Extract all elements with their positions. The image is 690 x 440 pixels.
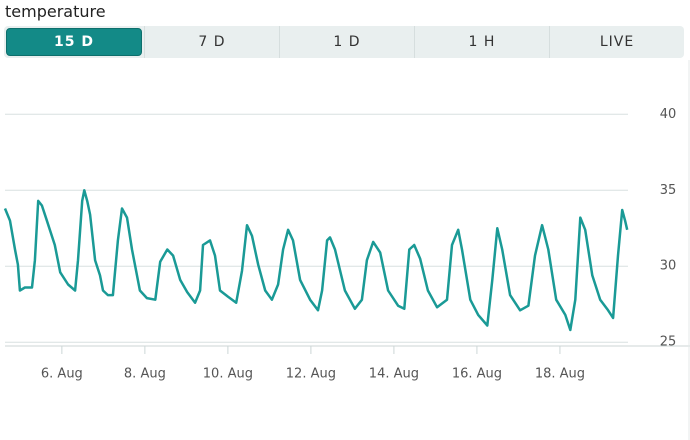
y-tick-label: 40 xyxy=(660,107,677,122)
x-tick-label: 14. Aug xyxy=(369,367,419,382)
x-tick-label: 18. Aug xyxy=(535,367,585,382)
range-tab[interactable]: 1 H xyxy=(414,26,549,58)
x-tick-label: 8. Aug xyxy=(124,367,166,382)
x-tick-label: 10. Aug xyxy=(203,367,253,382)
range-tab[interactable]: 7 D xyxy=(144,26,279,58)
x-tick-label: 6. Aug xyxy=(41,367,83,382)
temperature-line xyxy=(3,189,629,332)
y-tick-label: 35 xyxy=(660,183,677,198)
y-tick-label: 30 xyxy=(660,259,677,274)
range-tab[interactable]: 15 D xyxy=(6,28,142,56)
widget-title: temperature xyxy=(5,2,106,21)
y-tick-label: 25 xyxy=(660,335,677,350)
range-tab[interactable]: LIVE xyxy=(549,26,684,58)
range-tab[interactable]: 1 D xyxy=(279,26,414,58)
x-tick-label: 12. Aug xyxy=(286,367,336,382)
x-tick-label: 16. Aug xyxy=(452,367,502,382)
